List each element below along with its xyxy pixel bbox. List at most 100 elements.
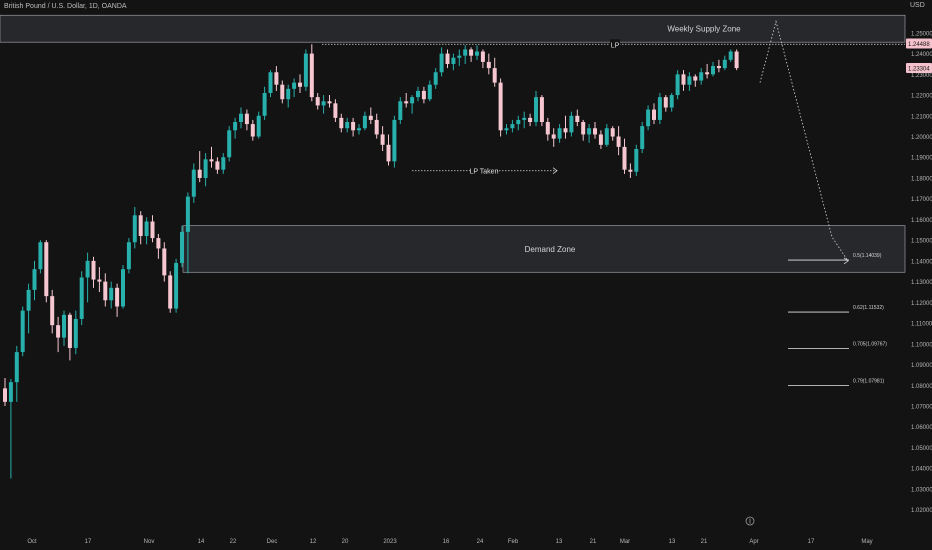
x-tick-label: 16 (443, 539, 450, 545)
candle-body (209, 159, 214, 162)
candle-body (486, 61, 491, 69)
candle-body (593, 128, 597, 135)
candle-body (522, 117, 527, 120)
candle-body (162, 248, 167, 276)
candle-body (333, 103, 338, 118)
candle-body (109, 287, 114, 301)
price-badge (906, 38, 932, 49)
candle-body (392, 119, 397, 162)
candle-body (327, 101, 332, 104)
candle-body (315, 97, 320, 106)
candle-body (292, 82, 297, 89)
candle-body (528, 117, 533, 123)
candle-body (56, 325, 61, 338)
y-tick-label: 1.21000 (911, 114, 932, 120)
candle-body (38, 242, 43, 270)
candle-body (475, 51, 479, 56)
candle-body (504, 128, 509, 131)
candle-body (280, 84, 285, 100)
candle-body (663, 97, 668, 108)
y-tick-label: 1.02000 (911, 508, 932, 514)
y-tick-label: 1.08000 (911, 384, 932, 390)
candle-body (303, 53, 308, 87)
candle-body (539, 97, 544, 123)
y-tick-label: 1.14000 (911, 259, 932, 265)
candle-body (557, 128, 562, 139)
x-tick-label: 14 (198, 539, 205, 545)
fib-level-label: 0.705(1.09767) (853, 342, 887, 348)
candle-body (62, 314, 66, 338)
candle-body (675, 74, 680, 96)
y-tick-label: 1.20000 (911, 135, 932, 141)
lp-taken-label: LP Taken (470, 169, 499, 176)
fib-level-label: 0.79(1.07981) (853, 379, 884, 385)
candle-body (97, 279, 102, 282)
candle-body (115, 287, 120, 307)
demand-zone-label: Demand Zone (525, 245, 576, 254)
y-tick-label: 1.22000 (911, 94, 932, 100)
candle-body (50, 296, 55, 326)
lp-label-bg (610, 39, 620, 49)
candle-body (711, 66, 715, 75)
x-tick-label: 2023 (383, 539, 397, 545)
candle-body (67, 314, 72, 348)
x-tick-label: 21 (590, 539, 597, 545)
y-tick-label: 1.11000 (911, 322, 932, 328)
candle-body (427, 84, 432, 100)
candle-body (274, 72, 279, 85)
candle-body (156, 238, 161, 249)
x-tick-label: Dec (267, 539, 278, 545)
y-tick-label: 1.19000 (911, 156, 932, 162)
candle-body (221, 157, 226, 170)
candle-body (681, 74, 686, 85)
candle-body (20, 310, 25, 353)
candle-body (498, 82, 503, 131)
y-tick-label: 1.13000 (911, 280, 932, 286)
currency-label: USD (910, 2, 925, 9)
demand-zone (182, 225, 906, 273)
candle-body (351, 122, 356, 131)
candle-body (368, 115, 373, 120)
candle-body (286, 88, 291, 100)
candle-body (622, 146, 627, 170)
event-marker-icon[interactable] (745, 516, 755, 526)
candle-body (669, 95, 674, 108)
candle-body (191, 169, 196, 197)
candle-body (298, 82, 302, 87)
candle-body (85, 260, 90, 278)
candle-body (197, 169, 202, 178)
y-tick-label: 1.12000 (911, 301, 932, 307)
candle-body (91, 260, 96, 280)
candle-body (374, 119, 379, 135)
candle-body (657, 97, 662, 120)
y-tick-label: 1.04000 (911, 467, 932, 473)
x-tick-label: 17 (808, 539, 815, 545)
candle-body (73, 318, 78, 348)
candle-body (79, 277, 84, 319)
candle-body (421, 90, 426, 100)
candle-body (339, 117, 344, 129)
price-badge-label: 1.23304 (908, 67, 930, 73)
candle-body (410, 97, 415, 104)
y-tick-label: 1.06000 (911, 425, 932, 431)
candle-body (640, 126, 645, 149)
lp-taken-label-bg (471, 165, 497, 176)
candle-body (563, 128, 568, 133)
candle-body (244, 113, 249, 125)
candle-body (168, 275, 173, 309)
candle-body (345, 122, 350, 129)
projection-path (759, 19, 849, 262)
candle-body (14, 352, 19, 383)
candle-body (469, 49, 474, 56)
y-tick-label: 1.16000 (911, 218, 932, 224)
candle-body (610, 128, 615, 137)
candle-body (451, 57, 456, 64)
projection-arrowhead (843, 257, 849, 265)
candle-body (716, 66, 721, 69)
candle-body (699, 72, 704, 81)
y-tick-label: 1.23000 (911, 73, 932, 79)
candle-body (268, 72, 273, 93)
candle-body (722, 59, 727, 69)
candle-body (144, 221, 149, 237)
